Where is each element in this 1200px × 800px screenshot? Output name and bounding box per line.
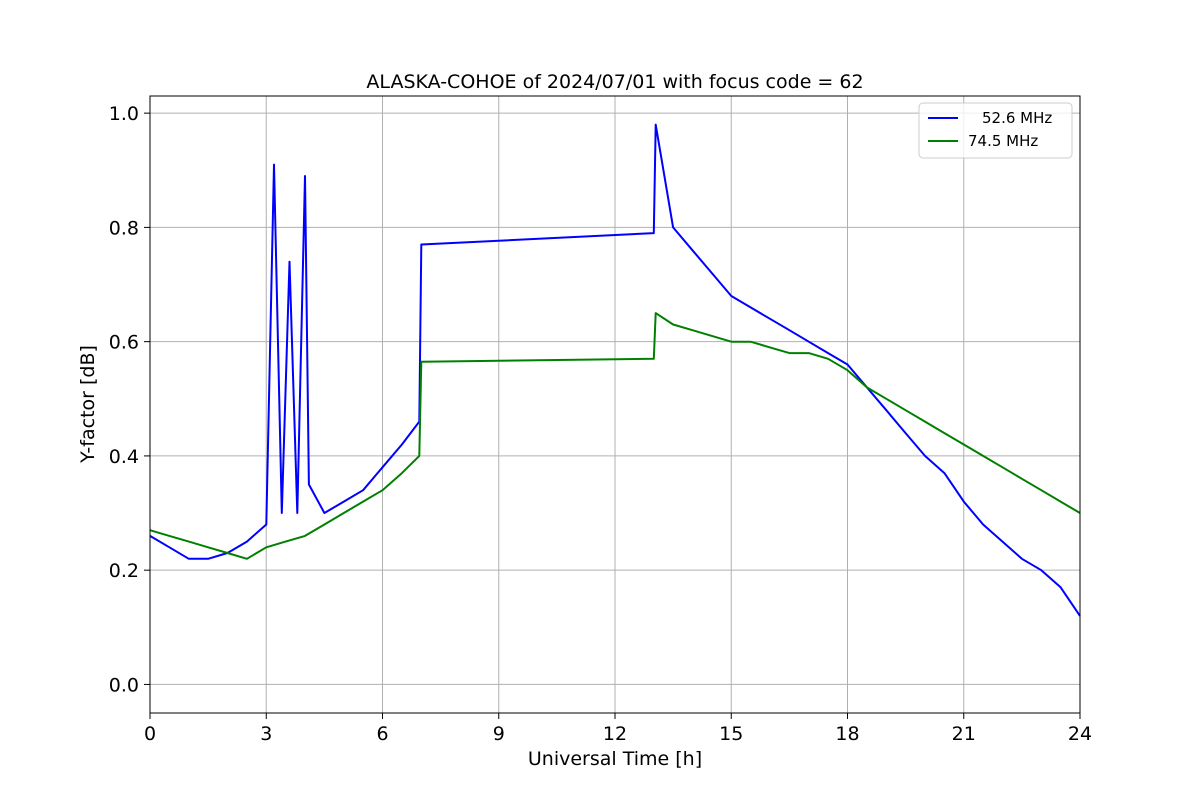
legend-label-1: 74.5 MHz — [968, 132, 1038, 150]
legend-box — [918, 102, 1073, 159]
y-tick-label: 0.2 — [109, 560, 139, 582]
tick-labels: 0 3 6 9 12 15 18 21 24 0.0 0.2 0.4 0.6 0.8 1.0 — [109, 103, 1092, 745]
x-tick-label: 9 — [493, 723, 505, 745]
x-axis-title: Universal Time [h] — [528, 748, 702, 770]
y-tick-label: 0.8 — [109, 217, 139, 239]
y-tick-label: 0.4 — [109, 446, 139, 468]
y-tick-label: 0.0 — [109, 674, 139, 696]
grid — [149, 96, 1081, 713]
legend-label-0: 52.6 MHz — [982, 109, 1052, 127]
series-line-0 — [149, 123, 1081, 617]
x-tick-label: 0 — [144, 723, 156, 745]
x-tick-label: 21 — [952, 723, 976, 745]
y-axis-title: Y-factor [dB] — [77, 345, 99, 464]
legend: 52.6 MHz 74.5 MHz — [918, 102, 1073, 159]
series-layer — [149, 123, 1081, 617]
x-tick-label: 3 — [260, 723, 272, 745]
ticks — [144, 112, 1081, 719]
x-tick-label: 6 — [376, 723, 388, 745]
x-tick-label: 15 — [719, 723, 743, 745]
chart-title: ALASKA-COHOE of 2024/07/01 with focus co… — [366, 71, 863, 93]
series-line-1 — [149, 312, 1081, 560]
x-tick-label: 24 — [1068, 723, 1092, 745]
y-tick-label: 1.0 — [109, 103, 139, 125]
y-tick-label: 0.6 — [109, 332, 139, 354]
x-tick-label: 12 — [603, 723, 627, 745]
x-tick-label: 18 — [835, 723, 859, 745]
